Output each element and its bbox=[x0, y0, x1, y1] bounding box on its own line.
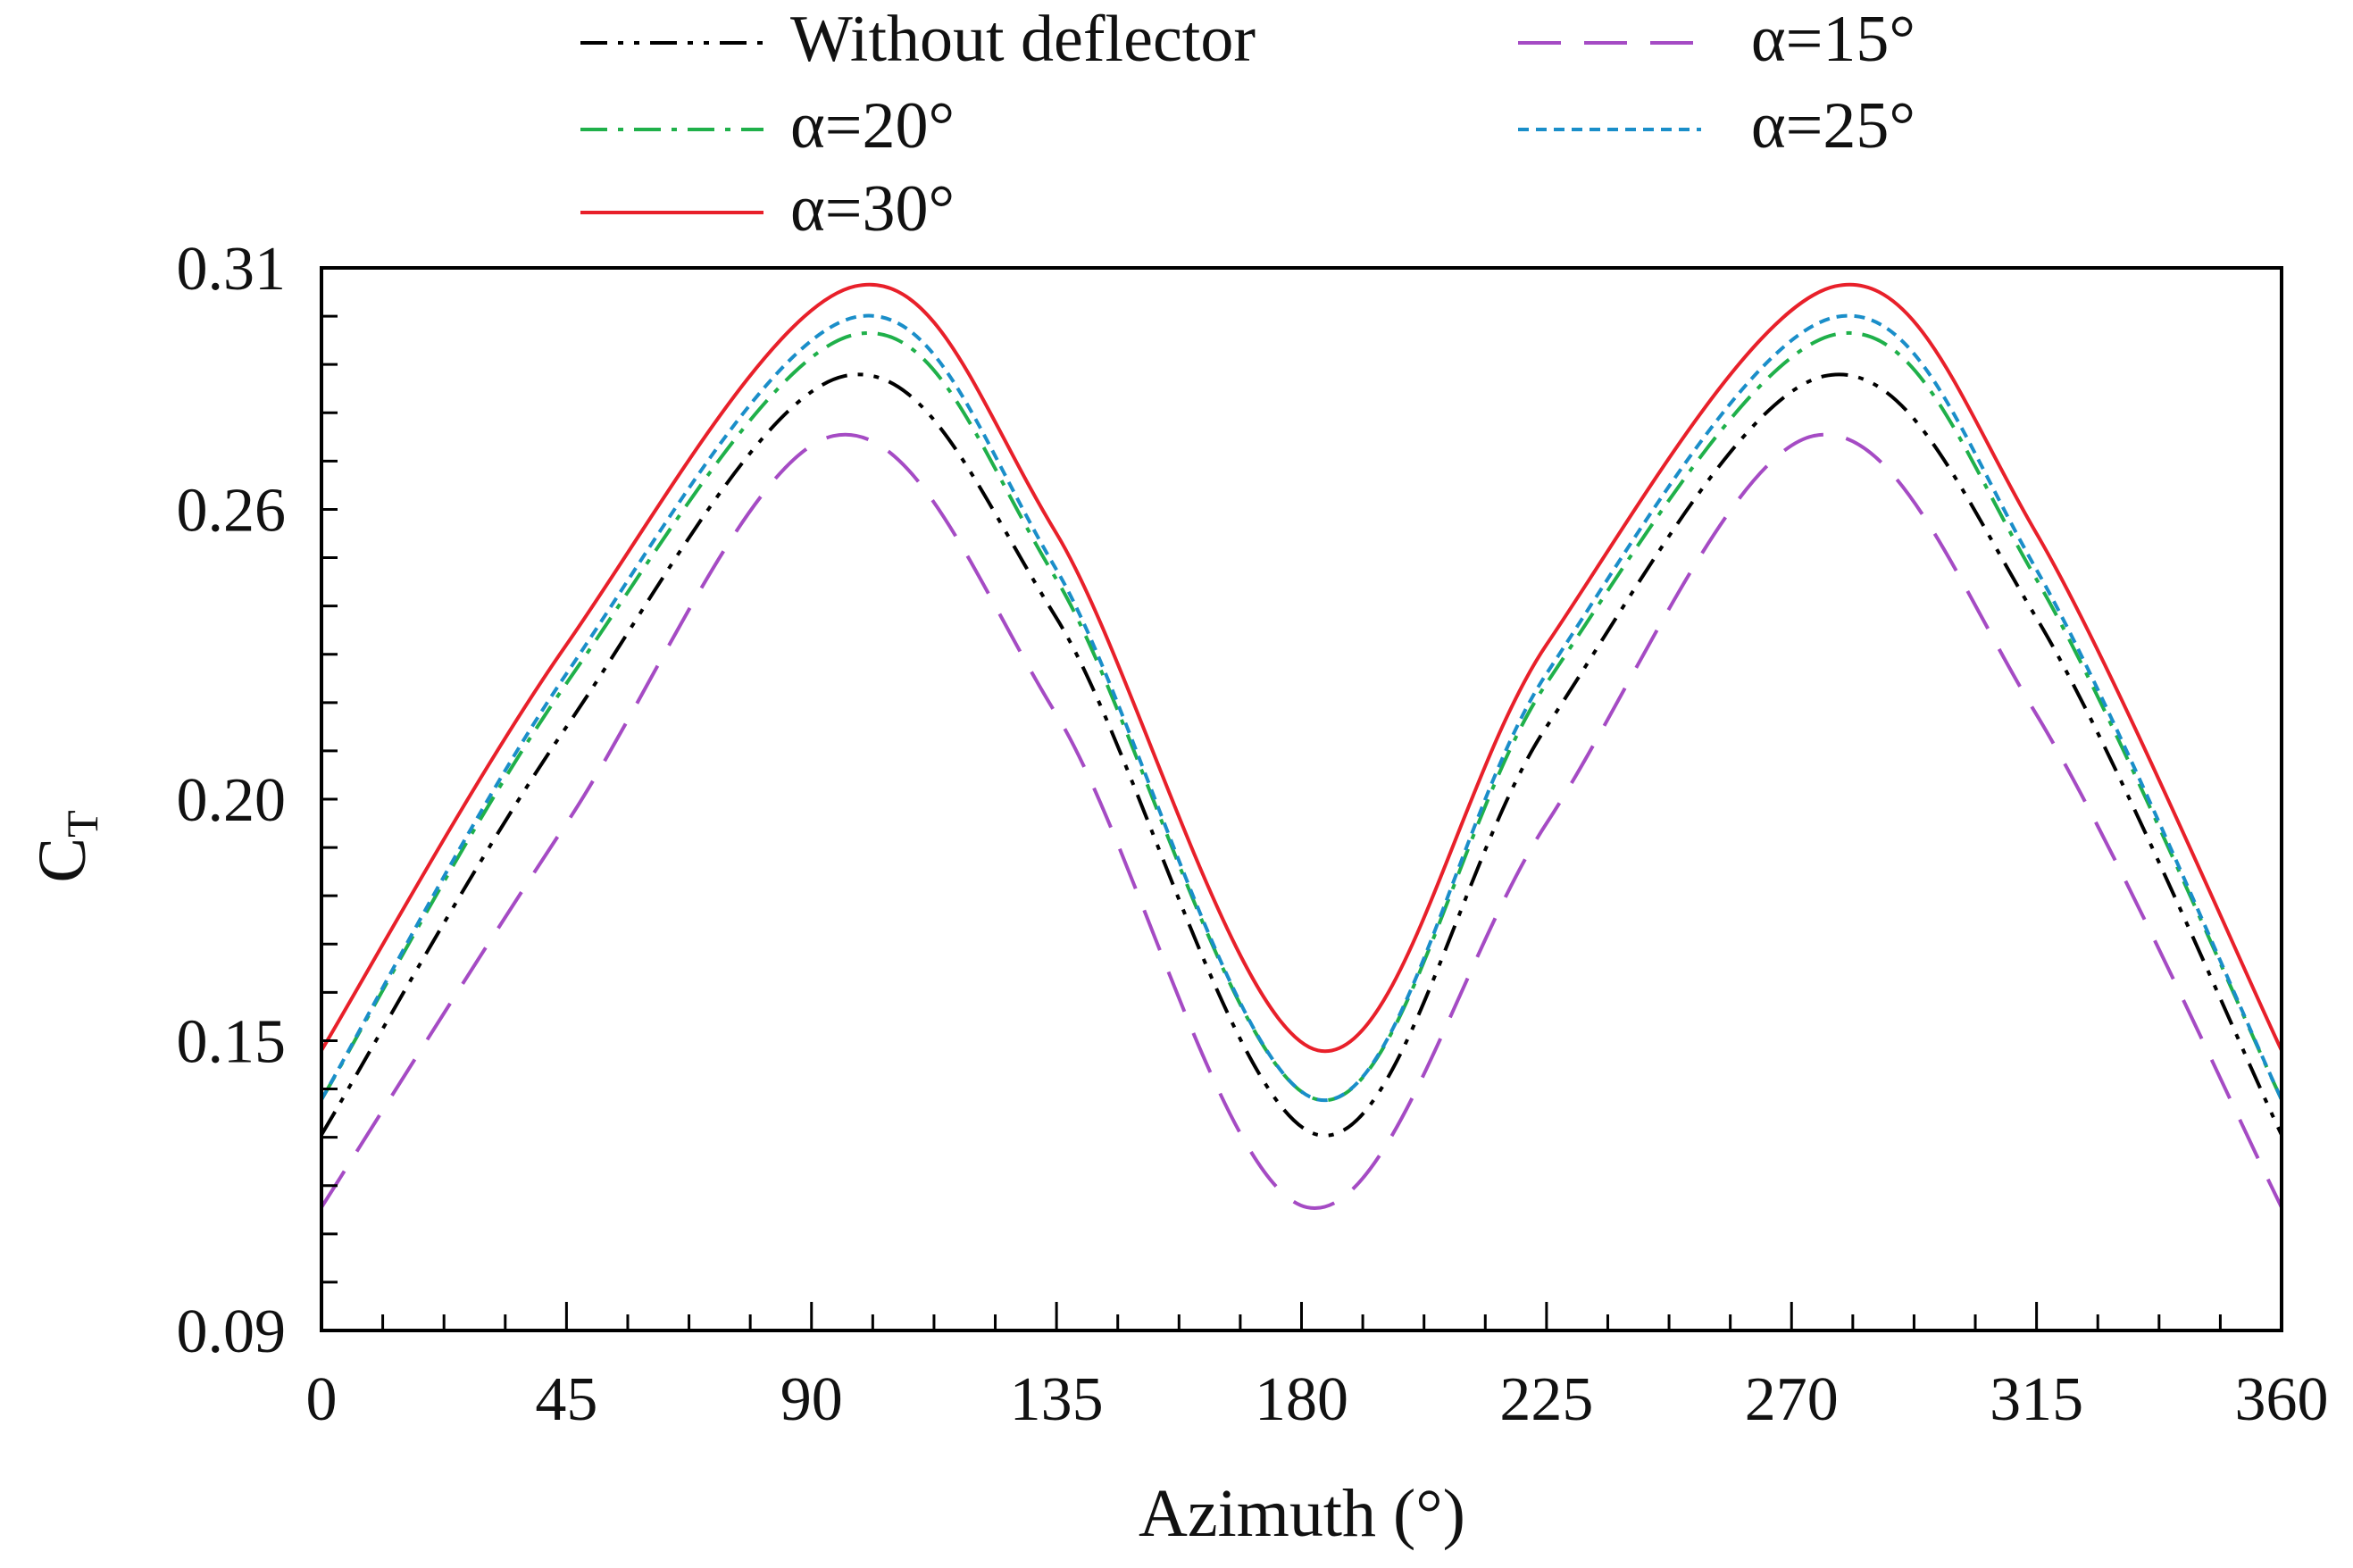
legend-entry: α=15° bbox=[1518, 3, 1915, 76]
y-tick-label: 0.20 bbox=[177, 766, 287, 835]
plot-curves bbox=[320, 282, 2283, 1210]
y-axis-title-main: C bbox=[25, 838, 100, 883]
x-tick-label: 270 bbox=[1745, 1365, 1839, 1434]
legend-entry: α=30° bbox=[580, 172, 955, 246]
legend-label: α=25° bbox=[1751, 89, 1915, 163]
legend-label: Without deflector bbox=[790, 3, 1256, 76]
y-axis-title-subscript: T bbox=[57, 810, 107, 838]
series-line--30- bbox=[320, 282, 2283, 1054]
x-tick-label: 225 bbox=[1499, 1365, 1593, 1434]
legend-entry: α=25° bbox=[1518, 89, 1915, 163]
x-tick-labels: 0 45 90 135 180 225 270 315 360 bbox=[306, 1365, 2329, 1434]
y-tick-labels: 0.09 0.15 0.20 0.26 0.31 bbox=[177, 235, 287, 1366]
series-line--25- bbox=[320, 313, 2283, 1103]
plot-area-frame bbox=[320, 266, 2283, 1332]
x-tick-label: 135 bbox=[1010, 1365, 1104, 1434]
y-tick-label: 0.26 bbox=[177, 476, 287, 545]
plot-axes bbox=[320, 266, 2283, 1332]
x-tick-label: 315 bbox=[1990, 1365, 2083, 1434]
series-line--20- bbox=[320, 330, 2283, 1103]
legend-label: α=20° bbox=[790, 89, 955, 163]
series-line--15- bbox=[320, 432, 2283, 1210]
legend-entry: α=20° bbox=[580, 89, 955, 163]
y-axis-title: CT bbox=[25, 810, 107, 882]
legend-entry: Without deflector bbox=[580, 3, 1256, 76]
legend-label: α=30° bbox=[790, 172, 955, 246]
series-line-without-deflector bbox=[320, 372, 2283, 1138]
y-tick-label: 0.09 bbox=[177, 1297, 287, 1366]
x-tick-label: 90 bbox=[780, 1365, 843, 1434]
legend-label: α=15° bbox=[1751, 3, 1915, 76]
y-tick-label: 0.15 bbox=[177, 1007, 287, 1076]
legend: Without deflector α=15° α=20° α=25° α=30° bbox=[580, 3, 1915, 246]
x-tick-label: 0 bbox=[306, 1365, 338, 1434]
x-tick-label: 45 bbox=[535, 1365, 597, 1434]
svg-text:CT: CT bbox=[25, 810, 107, 882]
x-tick-label: 180 bbox=[1255, 1365, 1348, 1434]
x-tick-label: 360 bbox=[2235, 1365, 2329, 1434]
y-tick-label: 0.31 bbox=[177, 235, 287, 304]
x-axis-title: Azimuth (°) bbox=[1139, 1476, 1465, 1551]
